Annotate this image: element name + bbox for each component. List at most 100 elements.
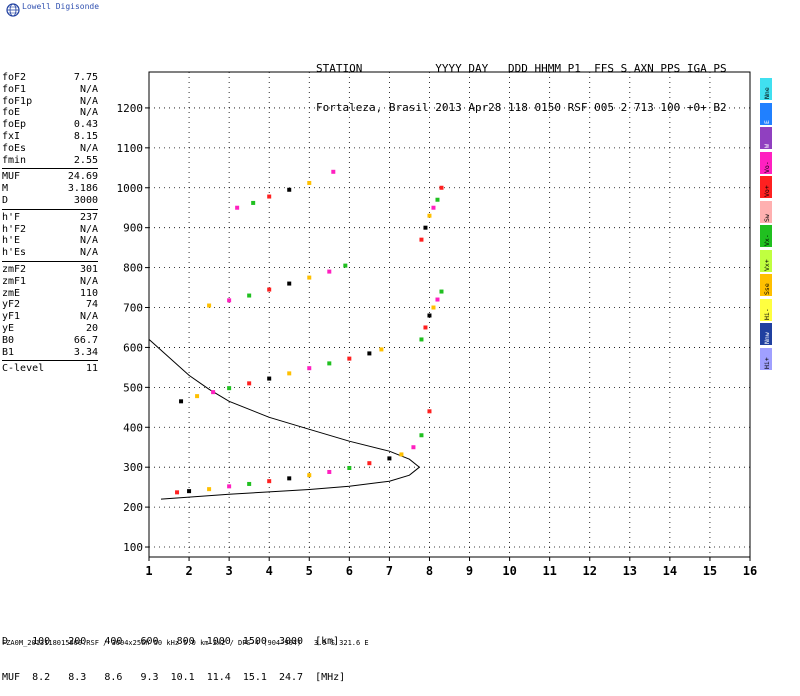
legend-swatch: E (760, 102, 772, 125)
param-key: foF1p (2, 95, 33, 107)
param-value: N/A (79, 142, 98, 154)
echo-point (247, 381, 252, 386)
param-key: fmin (2, 154, 27, 166)
electron-density-profile (148, 339, 421, 500)
echo-point (267, 376, 272, 381)
legend-swatch: Hi- (760, 298, 772, 321)
param-row: zmF2 301 (2, 264, 98, 276)
x-tick-label: 11 (542, 564, 556, 578)
y-tick-label: 300 (123, 461, 143, 474)
echo-point (419, 433, 424, 438)
param-key: M (2, 183, 9, 195)
echo-point (327, 361, 332, 366)
polarization-legend: Nne E W Vo- Vo+ Sw Vx- Vx+ Sse Hi- Nnw Hi+ (760, 78, 772, 372)
echo-point (175, 490, 180, 495)
param-value: N/A (79, 83, 98, 95)
echo-point (307, 275, 312, 280)
param-row: h'E N/A (2, 235, 98, 247)
legend-swatch: Sw (760, 200, 772, 223)
echo-point (307, 473, 312, 478)
x-tick-label: 3 (226, 564, 233, 578)
echo-point (427, 313, 432, 318)
echo-point (327, 269, 332, 274)
echo-point (435, 197, 440, 202)
param-value: 2.55 (73, 154, 98, 166)
param-key: yF1 (2, 311, 21, 323)
param-key: B0 (2, 334, 15, 346)
param-value: 0.43 (73, 119, 98, 131)
y-tick-label: 400 (123, 421, 143, 434)
param-separator (2, 360, 98, 362)
echo-point (267, 287, 272, 292)
param-row: fxI 8.15 (2, 131, 98, 143)
x-tick-label: 5 (306, 564, 313, 578)
param-value: 74 (85, 299, 98, 311)
echo-point (331, 169, 336, 174)
x-tick-label: 13 (623, 564, 637, 578)
y-tick-label: 500 (123, 381, 143, 394)
param-row: h'F2 N/A (2, 224, 98, 236)
param-row: foEp 0.43 (2, 119, 98, 131)
x-tick-label: 10 (502, 564, 516, 578)
echo-point (287, 371, 292, 376)
echo-point (435, 297, 440, 302)
echo-point (287, 187, 292, 192)
muf-distance-table: D 100 200 400 600 800 1000 1500 3000 [km… (2, 612, 345, 696)
echo-point (347, 356, 352, 361)
echo-point (207, 487, 212, 492)
param-key: C-level (2, 363, 45, 375)
legend-swatch: Sse (760, 274, 772, 296)
legend-label: Nnw (763, 332, 771, 344)
param-row: h'Es N/A (2, 247, 98, 259)
param-key: foEs (2, 142, 27, 154)
param-value: 3.186 (67, 183, 98, 195)
param-row: yE 20 (2, 323, 98, 335)
param-key: h'E (2, 235, 21, 247)
x-tick-label: 2 (185, 564, 192, 578)
legend-swatch: Hi+ (760, 347, 772, 370)
echo-point (307, 180, 312, 185)
echo-point (423, 325, 428, 330)
header-values: Fortaleza, Brasil 2013 Apr28 118 0150 RS… (316, 101, 727, 114)
param-separator (2, 168, 98, 170)
param-key: fxI (2, 130, 21, 142)
echo-point (367, 461, 372, 466)
echo-point (187, 489, 192, 494)
param-value: N/A (79, 107, 98, 119)
legend-label: Sw (763, 213, 771, 222)
param-key: h'F2 (2, 223, 27, 235)
param-value: 3000 (73, 194, 98, 206)
header-labels: STATION YYYY DAY DDD HHMM P1 FFS S AXN P… (316, 62, 727, 75)
echo-point (179, 399, 184, 404)
param-row: yF2 74 (2, 299, 98, 311)
echo-point (427, 213, 432, 218)
x-tick-label: 9 (466, 564, 473, 578)
echo-point (439, 289, 444, 294)
param-row: fmin 2.55 (2, 155, 98, 167)
param-key: foEp (2, 119, 27, 131)
param-key: h'Es (2, 247, 27, 259)
station-header: STATION YYYY DAY DDD HHMM P1 FFS S AXN P… (316, 36, 727, 127)
x-tick-label: 14 (663, 564, 677, 578)
param-value: 8.15 (73, 130, 98, 142)
param-key: MUF (2, 171, 21, 183)
y-tick-label: 100 (123, 541, 143, 554)
x-tick-label: 15 (703, 564, 717, 578)
echo-point (287, 281, 292, 286)
echo-point (207, 303, 212, 308)
param-row: yF1 N/A (2, 311, 98, 323)
distance-row: D 100 200 400 600 800 1000 1500 3000 [km… (2, 636, 340, 647)
param-value: 3.34 (73, 346, 98, 358)
y-tick-label: 1000 (117, 182, 144, 195)
echo-point (439, 185, 444, 190)
legend-swatch: Nne (760, 78, 772, 100)
echo-point (419, 337, 424, 342)
legend-label: Nne (763, 87, 771, 99)
echo-point (267, 194, 272, 199)
param-row: D 3000 (2, 195, 98, 207)
echo-point (411, 445, 416, 450)
param-separator (2, 208, 98, 210)
echo-point (235, 205, 240, 210)
x-tick-label: 4 (266, 564, 273, 578)
y-tick-label: 800 (123, 262, 143, 275)
